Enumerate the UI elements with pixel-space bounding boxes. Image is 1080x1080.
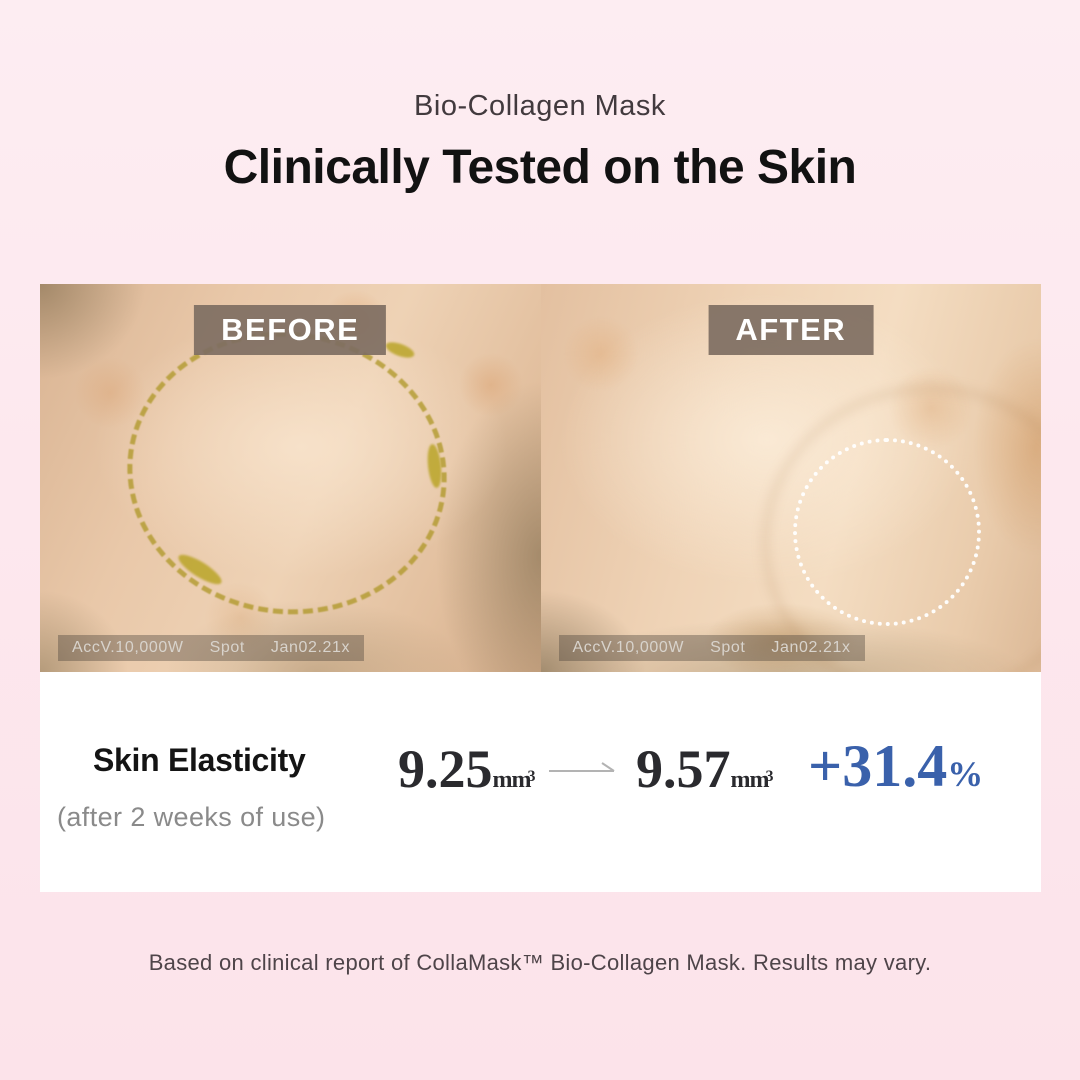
faded-marker-circle [760, 384, 1041, 672]
metric-name: Skin Elasticity [93, 742, 306, 778]
metric-condition: (after 2 weeks of use) [57, 802, 326, 832]
product-name: Bio-Collagen Mask [414, 90, 666, 122]
after-value: 9.57mm3 [636, 738, 774, 800]
before-after-comparison: BEFORE AccV.10,000W Spot Jan02.21x AFTER… [40, 284, 1041, 672]
microscope-metadata-bar: AccV.10,000W Spot Jan02.21x [58, 635, 365, 661]
before-badge: BEFORE [194, 305, 387, 355]
marker-blob [383, 339, 417, 361]
footer-disclaimer: Based on clinical report of CollaMask™ B… [148, 950, 932, 975]
marker-circle [108, 311, 466, 635]
meta-spot: Spot [209, 639, 245, 656]
after-value-number: 9.57 [636, 739, 731, 799]
microscope-metadata-bar: AccV.10,000W Spot Jan02.21x [558, 635, 865, 661]
after-value-unit: mm3 [730, 767, 774, 793]
meta-magnification: Jan02.21x [270, 639, 351, 656]
arrow-right-icon [549, 762, 615, 772]
improvement-value: +31.4% [808, 732, 983, 801]
results-panel: Skin Elasticity (after 2 weeks of use) 9… [40, 672, 1041, 892]
meta-accv: AccV.10,000W [72, 639, 184, 656]
improvement-number: +31.4 [808, 733, 948, 799]
after-photo: AFTER AccV.10,000W Spot Jan02.21x [540, 284, 1041, 672]
before-photo: BEFORE AccV.10,000W Spot Jan02.21x [40, 284, 541, 672]
meta-accv: AccV.10,000W [572, 639, 685, 656]
before-value-unit: mm3 [492, 767, 536, 793]
page-title: Clinically Tested on the Skin [223, 141, 857, 194]
improvement-unit: % [947, 754, 984, 794]
meta-spot: Spot [710, 639, 746, 656]
before-value: 9.25mm3 [398, 738, 536, 800]
meta-magnification: Jan02.21x [771, 639, 851, 656]
before-value-number: 9.25 [398, 739, 493, 799]
after-badge: AFTER [708, 305, 874, 355]
dotted-highlight-circle [792, 438, 981, 626]
